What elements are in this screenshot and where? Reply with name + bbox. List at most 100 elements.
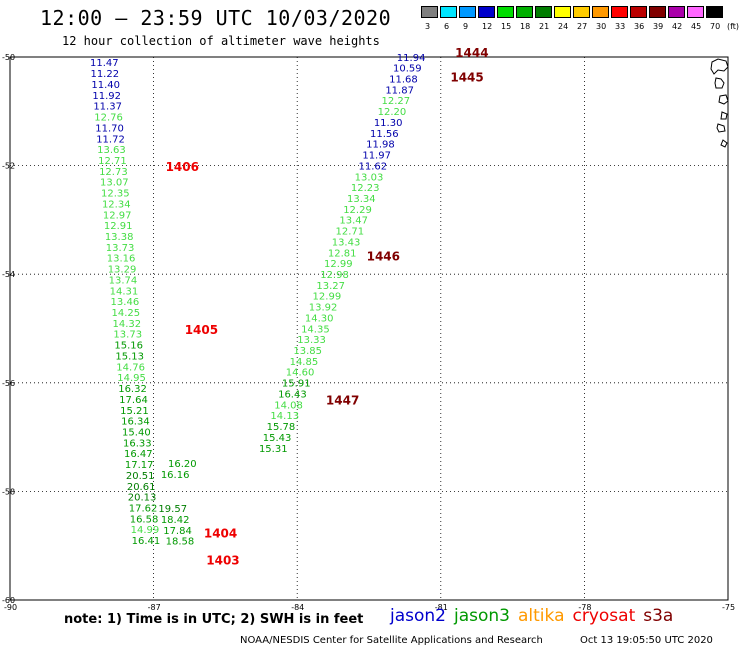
wave-height-value: 16.34 (121, 417, 150, 428)
color-scale-swatch (668, 6, 685, 18)
pass-labels: 1444 1445 1406 1446 1405 1447 1404 1403 (166, 46, 489, 568)
color-scale-swatch (535, 6, 552, 18)
pass-label: 1405 (185, 323, 218, 337)
wave-height-value: 14.85 (290, 357, 319, 368)
wave-height-value: 16.58 (130, 514, 159, 525)
color-scale-label: 42 (672, 22, 683, 31)
wave-height-value: 12.76 (94, 113, 123, 124)
wave-height-value: 14.60 (286, 368, 315, 379)
color-scale-label: 39 (653, 22, 664, 31)
wave-height-value: 13.43 (332, 237, 361, 248)
wave-height-value: 11.97 (362, 151, 391, 162)
coastline (710, 58, 729, 148)
wave-height-value: 15.16 (114, 341, 143, 352)
wave-height-value: 13.29 (108, 265, 137, 276)
color-scale-label: 3 (425, 22, 431, 31)
color-scale-swatch (459, 6, 476, 18)
color-scale-swatch (630, 6, 647, 18)
legend-cryosat: cryosat (572, 606, 636, 626)
color-scale-label: 27 (577, 22, 588, 31)
color-scale-unit: (ft) (727, 22, 740, 31)
legend-jason3: jason3 (454, 606, 510, 626)
wave-height-value: 17.64 (119, 395, 148, 406)
wave-height-value: 14.31 (110, 286, 139, 297)
wave-height-value: 11.62 (359, 161, 388, 172)
wave-height-value: 12.71 (98, 156, 127, 167)
wave-height-value: 13.92 (309, 303, 338, 314)
wave-height-value: 13.16 (107, 254, 136, 265)
wave-height-value: 15.91 (282, 379, 311, 390)
color-scale-label: 36 (634, 22, 645, 31)
color-scale-label: 9 (463, 22, 469, 31)
color-scale-swatch (497, 6, 514, 18)
lon-tick-label: -87 (148, 603, 161, 612)
lat-tick-label: -56 (2, 379, 15, 388)
wave-height-value: 14.76 (116, 362, 145, 373)
lat-tick-label: -54 (2, 270, 15, 279)
color-scale-label: 18 (520, 22, 531, 31)
wave-height-value: 15.21 (120, 406, 149, 417)
wave-height-value: 12.99 (313, 292, 342, 303)
lon-tick-label: -81 (435, 603, 448, 612)
pass-label: 1406 (166, 160, 199, 174)
wave-height-value: 16.41 (132, 536, 161, 547)
wave-height-value: 15.78 (267, 422, 296, 433)
wave-height-value: 13.47 (339, 216, 368, 227)
wave-height-value: 11.47 (90, 58, 119, 69)
wave-height-value: 14.25 (112, 308, 141, 319)
wave-height-value: 14.08 (274, 400, 303, 411)
wave-height-value: 11.94 (397, 53, 426, 64)
color-scale-swatch (478, 6, 495, 18)
wave-height-value: 12.35 (101, 189, 130, 200)
wave-height-value: 12.20 (378, 107, 407, 118)
wave-height-value: 11.72 (96, 134, 125, 145)
color-scale-label: 24 (558, 22, 569, 31)
wave-height-value: 14.32 (112, 319, 141, 330)
lon-tick-label: -84 (291, 603, 304, 612)
wave-height-value: 11.22 (90, 69, 119, 80)
wave-height-value: 12.97 (103, 210, 132, 221)
map-subtitle: 12 hour collection of altimeter wave hei… (62, 34, 380, 48)
wave-height-value: 14.95 (117, 373, 146, 384)
color-scale-swatch (421, 6, 438, 18)
wave-height-value: 11.92 (92, 91, 121, 102)
wave-height-value: 12.73 (99, 167, 128, 178)
wave-height-value: 14.99 (131, 525, 160, 536)
wave-height-value: 11.40 (91, 80, 120, 91)
wave-height-value: 17.62 (129, 503, 158, 514)
color-scale-label: 15 (501, 22, 512, 31)
wave-height-value: 11.56 (370, 129, 399, 140)
lon-tick-label: -90 (4, 603, 17, 612)
wave-height-value: 13.27 (316, 281, 345, 292)
wave-height-value: 19.57 (158, 504, 187, 515)
wave-height-value: 12.23 (351, 183, 380, 194)
wave-height-value: 11.37 (93, 102, 122, 113)
wave-height-value: 10.59 (393, 64, 422, 75)
color-scale-swatch (611, 6, 628, 18)
color-scale-swatch (706, 6, 723, 18)
wave-height-value: 11.87 (385, 85, 414, 96)
wave-height-value: 13.74 (109, 275, 138, 286)
pass-label: 1446 (367, 250, 400, 264)
wave-height-value: 15.13 (115, 351, 144, 362)
wave-height-value: 12.34 (102, 199, 131, 210)
wave-height-value: 16.47 (124, 449, 153, 460)
lon-tick-label: -78 (578, 603, 591, 612)
map-title: 12:00 – 23:59 UTC 10/03/2020 (40, 6, 392, 30)
wave-height-value: 20.13 (128, 493, 157, 504)
color-scale-swatch (592, 6, 609, 18)
wave-height-value: 15.43 (263, 433, 292, 444)
pass-label: 1445 (450, 70, 483, 84)
legend-jason2: jason2 (390, 606, 446, 626)
color-scale-swatch (649, 6, 666, 18)
wave-height-value: 15.40 (122, 427, 151, 438)
wave-height-value: 17.84 (163, 526, 192, 537)
wave-height-value: 20.61 (127, 482, 156, 493)
pass-label: 1444 (455, 46, 488, 60)
lat-tick-label: -58 (2, 487, 15, 496)
color-scale-swatch (554, 6, 571, 18)
color-scale-swatch (516, 6, 533, 18)
wave-height-value: 13.38 (105, 232, 134, 243)
wave-height-value: 11.70 (95, 123, 124, 134)
